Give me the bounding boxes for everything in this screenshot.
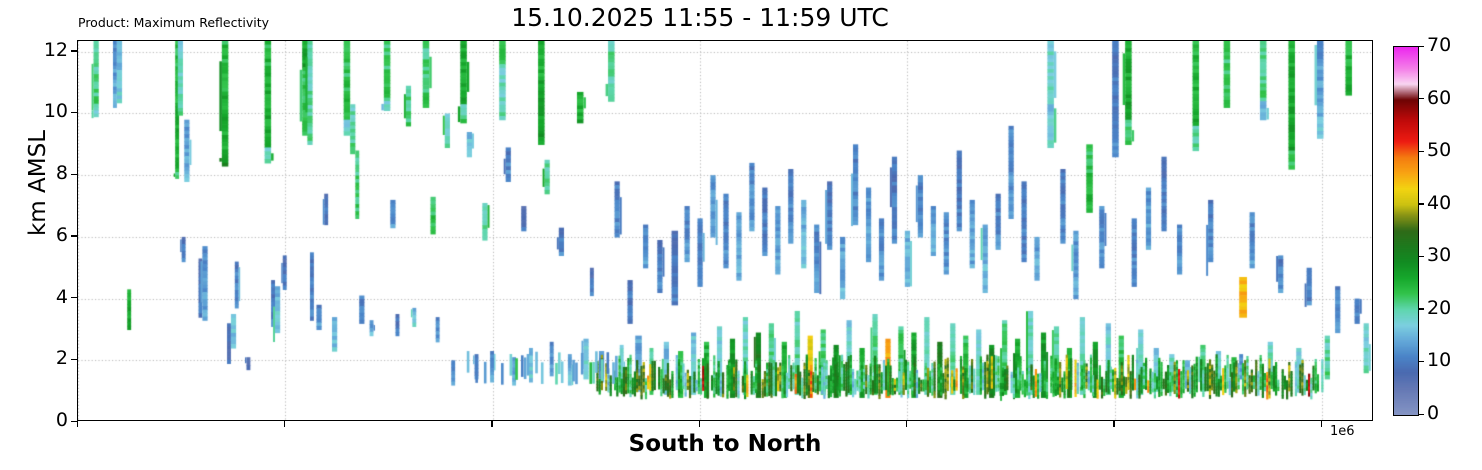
y-tick-label: 6 — [55, 223, 68, 246]
y-tick-mark — [71, 297, 77, 299]
x-axis-label: South to North — [628, 431, 822, 457]
colorbar-tick-label: 30 — [1427, 244, 1452, 267]
x-tick-mark — [76, 421, 78, 427]
chart-title: 15.10.2025 11:55 - 11:59 UTC — [511, 3, 889, 32]
x-tick-mark — [491, 421, 493, 427]
colorbar-tick-mark — [1418, 150, 1424, 152]
y-tick-label: 10 — [43, 100, 68, 123]
x-tick-mark — [283, 421, 286, 427]
y-tick-label: 8 — [55, 162, 68, 185]
plot-area — [77, 40, 1373, 421]
y-tick-label: 12 — [43, 38, 68, 61]
colorbar-tick-label: 70 — [1427, 34, 1452, 56]
x-tick-mark — [905, 421, 908, 427]
colorbar-tick-mark — [1418, 98, 1424, 100]
y-tick-mark — [71, 420, 77, 422]
colorbar-tick-mark — [1418, 413, 1424, 415]
x-tick-mark — [1320, 421, 1322, 427]
y-tick-label: 2 — [55, 347, 68, 370]
y-tick-mark — [71, 173, 77, 175]
colorbar-tick-mark — [1418, 255, 1424, 258]
colorbar-tick-label: 50 — [1427, 139, 1452, 162]
x-axis-offset-text: 1e6 — [1330, 424, 1355, 439]
colorbar-tick-label: 0 — [1427, 402, 1440, 424]
colorbar-tick-label: 20 — [1427, 296, 1452, 319]
product-annotation: Product: Maximum Reflectivity — [78, 15, 270, 30]
y-tick-mark — [71, 358, 77, 361]
colorbar-tick-label: 10 — [1427, 349, 1452, 372]
colorbar-tick-mark — [1418, 45, 1424, 47]
y-tick-mark — [71, 50, 77, 52]
colorbar-gradient — [1393, 46, 1419, 416]
colorbar-tick-mark — [1418, 308, 1424, 310]
colorbar-tick-label: 40 — [1427, 191, 1452, 214]
y-tick-mark — [71, 111, 77, 114]
colorbar-tick-label: 60 — [1427, 86, 1452, 109]
colorbar-tick-mark — [1418, 203, 1424, 205]
colorbar-tick-mark — [1418, 360, 1424, 363]
x-tick-mark — [1113, 421, 1115, 427]
y-tick-mark — [71, 235, 77, 237]
reflectivity-data — [78, 41, 1372, 420]
colorbar — [1393, 46, 1419, 416]
x-tick-mark — [698, 421, 700, 427]
y-tick-label: 4 — [55, 285, 68, 308]
y-tick-label: 0 — [55, 409, 68, 431]
